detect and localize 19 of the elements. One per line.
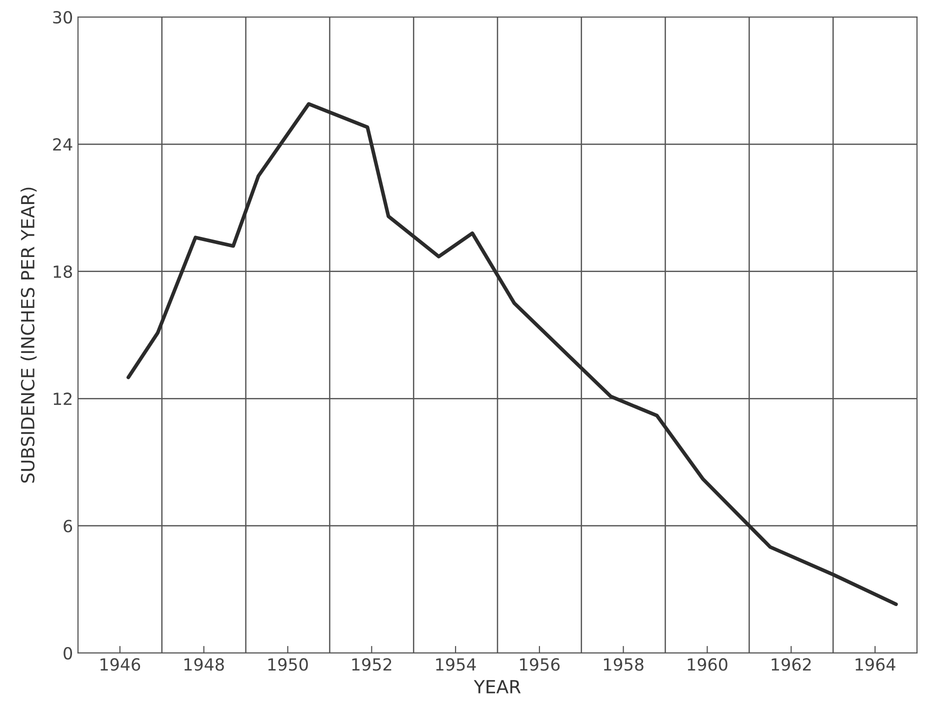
x-tick-label: 1956	[520, 658, 560, 671]
x-tick-label: 1962	[772, 658, 811, 671]
y-axis-title: SUBSIDENCE (INCHES PER YEAR)	[20, 188, 37, 483]
x-tick-label: 1964	[856, 658, 896, 671]
y-tick-label: 12	[54, 392, 72, 405]
y-tick-label: 18	[54, 265, 72, 278]
x-tick-label: 1954	[436, 658, 476, 671]
x-tick-label: 1950	[268, 658, 308, 671]
y-tick-label: 30	[53, 10, 72, 24]
x-tick-label: 1958	[604, 658, 644, 671]
x-tick-label: 1960	[688, 658, 728, 671]
x-axis-title: YEAR	[474, 680, 521, 694]
y-tick-label: 0	[64, 646, 72, 660]
x-tick-label: 1948	[184, 658, 224, 671]
y-tick-label: 24	[53, 138, 72, 151]
y-tick-label: 6	[64, 520, 72, 532]
x-tick-label: 1952	[352, 658, 392, 671]
x-tick-label: 1946	[100, 658, 140, 671]
line-series	[126, 102, 898, 606]
